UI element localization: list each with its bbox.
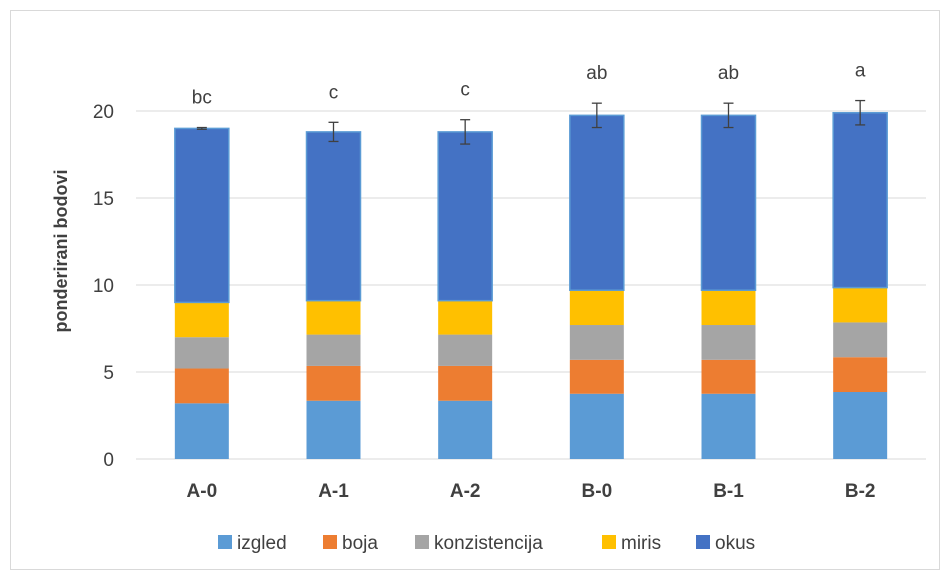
legend-label-konzistencija: konzistencija bbox=[434, 533, 543, 554]
bar-segment-miris bbox=[306, 300, 361, 335]
bar-segment-izgled bbox=[306, 400, 361, 459]
bar-segment-konzistencija bbox=[569, 325, 624, 360]
bar-segment-miris bbox=[833, 287, 888, 323]
legend-swatch-izgled bbox=[218, 535, 232, 549]
bar-segment-okus bbox=[832, 111, 888, 289]
x-category-label: B-1 bbox=[713, 481, 744, 502]
legend-label-izgled: izgled bbox=[237, 533, 287, 554]
gridlines bbox=[136, 110, 926, 460]
y-tick-label: 20 bbox=[93, 102, 114, 123]
y-tick-label: 15 bbox=[93, 189, 114, 210]
significance-label: a bbox=[855, 61, 866, 82]
bar-segment-miris bbox=[569, 290, 624, 326]
legend-swatch-konzistencija bbox=[415, 535, 429, 549]
bar-segment-konzistencija bbox=[438, 334, 493, 366]
significance-label: ab bbox=[586, 63, 607, 84]
x-category-label: A-1 bbox=[318, 481, 349, 502]
legend-label-boja: boja bbox=[342, 533, 378, 554]
legend-swatch-miris bbox=[602, 535, 616, 549]
x-category-label: A-0 bbox=[187, 481, 218, 502]
bar-segment-miris bbox=[438, 300, 493, 335]
bar-segment-boja bbox=[174, 368, 229, 404]
bar-segment-izgled bbox=[174, 403, 229, 459]
bar-segment-konzistencija bbox=[306, 334, 361, 366]
error-bars bbox=[196, 99, 866, 145]
y-tick-label: 5 bbox=[103, 363, 114, 384]
bar-segment-boja bbox=[701, 359, 756, 394]
legend: izgled boja konzistencija miris okus bbox=[218, 533, 755, 554]
bar-segment-miris bbox=[174, 302, 229, 338]
y-tick-label: 10 bbox=[93, 276, 114, 297]
bar-segment-izgled bbox=[833, 392, 888, 459]
significance-label: c bbox=[329, 82, 339, 103]
bar-segment-izgled bbox=[569, 393, 624, 459]
legend-label-miris: miris bbox=[621, 533, 661, 554]
significance-label: bc bbox=[192, 88, 212, 109]
legend-swatch-okus bbox=[696, 535, 710, 549]
legend-label-okus: okus bbox=[715, 533, 755, 554]
y-axis-title: ponderirani bodovi bbox=[51, 169, 71, 332]
x-category-label: B-0 bbox=[582, 481, 613, 502]
bar-segment-konzistencija bbox=[701, 325, 756, 360]
chart-frame: 0 5 10 15 20 bc A-0 c A-1 c A-2 ab B-0 ab B-1 a B-2 pond… bbox=[10, 10, 940, 570]
bars bbox=[174, 111, 888, 459]
bar-segment-konzistencija bbox=[174, 337, 229, 369]
bar-segment-okus bbox=[437, 131, 493, 302]
bar-segment-boja bbox=[306, 365, 361, 401]
x-category-label: A-2 bbox=[450, 481, 481, 502]
bar-segment-okus bbox=[569, 114, 625, 291]
y-tick-label: 0 bbox=[103, 450, 114, 471]
bar-segment-konzistencija bbox=[833, 322, 888, 358]
significance-label: ab bbox=[718, 63, 739, 84]
labels: 0 5 10 15 20 bc A-0 c A-1 c A-2 ab B-0 ab B-1 a B-2 bbox=[93, 61, 876, 502]
bar-segment-boja bbox=[833, 357, 888, 393]
bar-segment-boja bbox=[569, 359, 624, 394]
x-category-label: B-2 bbox=[845, 481, 876, 502]
bar-segment-okus bbox=[305, 131, 362, 302]
bar-segment-boja bbox=[438, 365, 493, 401]
stacked-bar-chart: 0 5 10 15 20 bc A-0 c A-1 c A-2 ab B-0 ab B-1 a B-2 pond… bbox=[51, 61, 926, 554]
bar-segment-izgled bbox=[701, 393, 756, 459]
significance-label: c bbox=[460, 80, 470, 101]
bar-segment-izgled bbox=[438, 400, 493, 459]
bar-segment-miris bbox=[701, 290, 756, 326]
bar-segment-okus bbox=[174, 127, 230, 304]
legend-swatch-boja bbox=[323, 535, 337, 549]
bar-segment-okus bbox=[700, 114, 757, 291]
